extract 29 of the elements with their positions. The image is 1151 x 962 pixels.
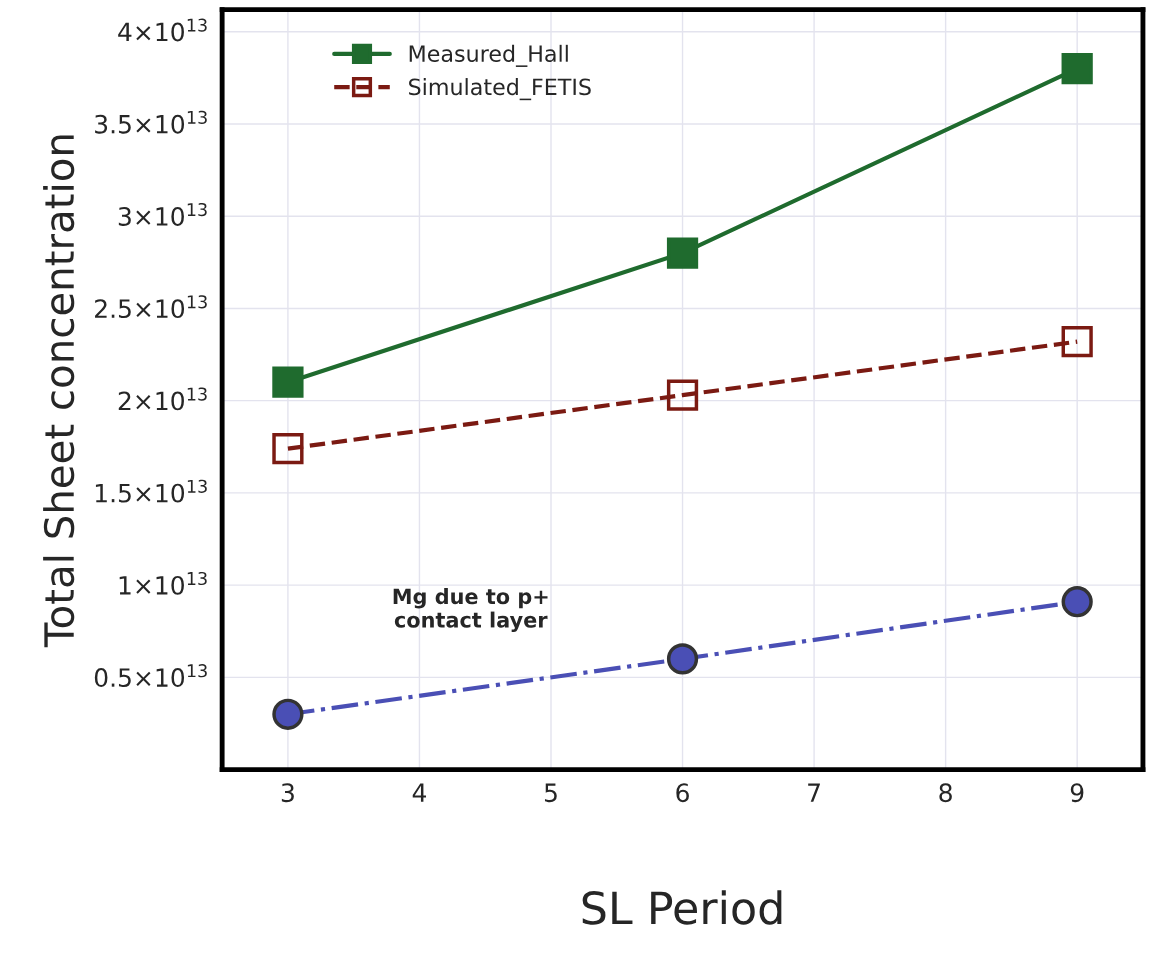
y-tick-label: 0.5×10$^{13}$ [94, 664, 207, 688]
point [272, 433, 304, 465]
x-tick-label: 9 [1070, 783, 1084, 803]
point [272, 366, 304, 398]
legend-label: Measured_Hall [409, 44, 568, 67]
point [666, 379, 699, 411]
legend-label: Simulated_FETIS [409, 78, 591, 101]
y-tick-label: 2×10$^{13}$ [118, 387, 207, 411]
point [666, 237, 699, 269]
x-tick-label: 8 [939, 783, 952, 803]
x-tick-label: 7 [808, 783, 820, 802]
x-tick-label: 5 [544, 783, 557, 803]
x-axis-title: SL Period [582, 890, 782, 925]
point [1061, 586, 1093, 618]
y-tick-label: 4×10$^{13}$ [118, 18, 207, 42]
x-tick-label: 4 [412, 783, 427, 802]
y-tick-label: 1×10$^{13}$ [119, 571, 207, 595]
point [272, 698, 304, 730]
point [666, 643, 699, 675]
y-tick-label: 3×10$^{13}$ [118, 202, 207, 226]
x-tick-label: 6 [676, 783, 689, 803]
y-tick-label: 2.5×10$^{13}$ [95, 295, 207, 319]
annotation: Mg due to p+ contact layer [393, 588, 548, 632]
y-tick-label: 3.5×10$^{13}$ [95, 110, 207, 134]
y-axis-title: Total Sheet concentration [43, 135, 75, 648]
point [1061, 326, 1093, 358]
point [1061, 53, 1093, 85]
x-tick-label: 3 [281, 783, 294, 803]
y-tick-label: 1.5×10$^{13}$ [95, 479, 207, 503]
